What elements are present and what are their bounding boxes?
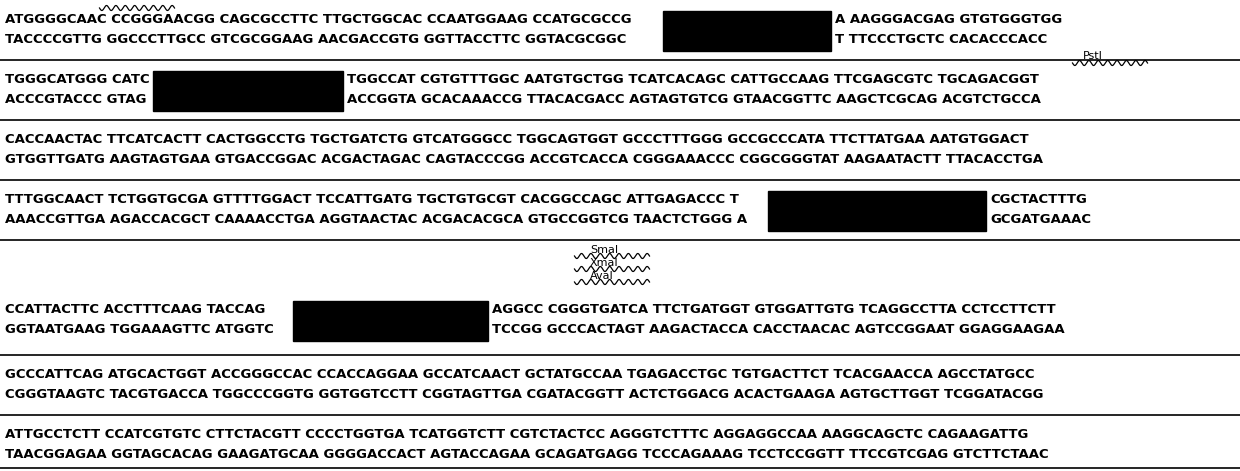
Text: ATGGGGCAAC CCGGGAACGG CAGCGCCTTC TTGCTGGCAC CCAATGGAAG CCATGCGCCG: ATGGGGCAAC CCGGGAACGG CAGCGCCTTC TTGCTGG… — [5, 13, 631, 26]
Text: CCATTACTTC ACCTTTCAAG TACCAG: CCATTACTTC ACCTTTCAAG TACCAG — [5, 303, 265, 316]
Text: XmaI: XmaI — [590, 258, 619, 268]
Text: A AAGGGACGAG GTGTGGGTGG: A AAGGGACGAG GTGTGGGTGG — [835, 13, 1063, 26]
Text: SmaI: SmaI — [590, 245, 618, 255]
Text: PstI: PstI — [1083, 51, 1102, 61]
Text: TCCGG GCCCACTAGT AAGACTACCA CACCTAACAC AGTCCGGAAT GGAGGAAGAA: TCCGG GCCCACTAGT AAGACTACCA CACCTAACAC A… — [492, 323, 1065, 336]
Text: GGTAATGAAG TGGAAAGTTC ATGGTC: GGTAATGAAG TGGAAAGTTC ATGGTC — [5, 323, 274, 336]
Text: AAACCGTTGA AGACCACGCT CAAAACCTGA AGGTAACTAC ACGACACGCA GTGCCGGTCG TAACTCTGGG A: AAACCGTTGA AGACCACGCT CAAAACCTGA AGGTAAC… — [5, 213, 748, 226]
Bar — [153, 71, 343, 111]
Text: TACCCCGTTG GGCCCTTGCC GTCGCGGAAG AACGACCGTG GGTTACCTTC GGTACGCGGC: TACCCCGTTG GGCCCTTGCC GTCGCGGAAG AACGACC… — [5, 33, 626, 46]
Text: CGGGTAAGTC TACGTGACCA TGGCCCGGTG GGTGGTCCTT CGGTAGTTGA CGATACGGTT ACTCTGGACG ACA: CGGGTAAGTC TACGTGACCA TGGCCCGGTG GGTGGTC… — [5, 388, 1044, 401]
Text: ACCCGTACCC GTAG: ACCCGTACCC GTAG — [5, 93, 146, 106]
Text: GCGATGAAAC: GCGATGAAAC — [990, 213, 1091, 226]
Bar — [663, 11, 831, 51]
Text: AGGCC CGGGTGATCA TTCTGATGGT GTGGATTGTG TCAGGCCTTA CCTCCTTCTT: AGGCC CGGGTGATCA TTCTGATGGT GTGGATTGTG T… — [492, 303, 1055, 316]
Text: GCCCATTCAG ATGCACTGGT ACCGGGCCAC CCACCAGGAA GCCATCAACT GCTATGCCAA TGAGACCTGC TGT: GCCCATTCAG ATGCACTGGT ACCGGGCCAC CCACCAG… — [5, 368, 1034, 381]
Text: T TTCCCTGCTC CACACCCACC: T TTCCCTGCTC CACACCCACC — [835, 33, 1048, 46]
Text: TTTGGCAACT TCTGGTGCGA GTTTTGGACT TCCATTGATG TGCTGTGCGT CACGGCCAGC ATTGAGACCC T: TTTGGCAACT TCTGGTGCGA GTTTTGGACT TCCATTG… — [5, 193, 739, 206]
Text: ACCGGTA GCACAAACCG TTACACGACC AGTAGTGTCG GTAACGGTTC AAGCTCGCAG ACGTCTGCCA: ACCGGTA GCACAAACCG TTACACGACC AGTAGTGTCG… — [347, 93, 1040, 106]
Text: CGCTACTTTG: CGCTACTTTG — [990, 193, 1087, 206]
Bar — [768, 191, 986, 231]
Text: ATTGCCTCTT CCATCGTGTC CTTCTACGTT CCCCTGGTGA TCATGGTCTT CGTCTACTCC AGGGTCTTTC AGG: ATTGCCTCTT CCATCGTGTC CTTCTACGTT CCCCTGG… — [5, 428, 1028, 441]
Text: GTGGTTGATG AAGTAGTGAA GTGACCGGAC ACGACTAGAC CAGTACCCGG ACCGTCACCA CGGGAAACCC CGG: GTGGTTGATG AAGTAGTGAA GTGACCGGAC ACGACTA… — [5, 153, 1043, 166]
Text: TGGGCATGGG CATC: TGGGCATGGG CATC — [5, 73, 150, 86]
Text: TAACGGAGAA GGTAGCACAG GAAGATGCAA GGGGACCACT AGTACCAGAA GCAGATGAGG TCCCAGAAAG TCC: TAACGGAGAA GGTAGCACAG GAAGATGCAA GGGGACC… — [5, 448, 1049, 461]
Text: TGGCCAT CGTGTTTGGC AATGTGCTGG TCATCACAGC CATTGCCAAG TTCGAGCGTC TGCAGACGGT: TGGCCAT CGTGTTTGGC AATGTGCTGG TCATCACAGC… — [347, 73, 1039, 86]
Text: AvaI: AvaI — [590, 271, 614, 281]
Bar — [293, 301, 489, 341]
Text: CACCAACTAC TTCATCACTT CACTGGCCTG TGCTGATCTG GTCATGGGCC TGGCAGTGGT GCCCTTTGGG GCC: CACCAACTAC TTCATCACTT CACTGGCCTG TGCTGAT… — [5, 133, 1029, 146]
